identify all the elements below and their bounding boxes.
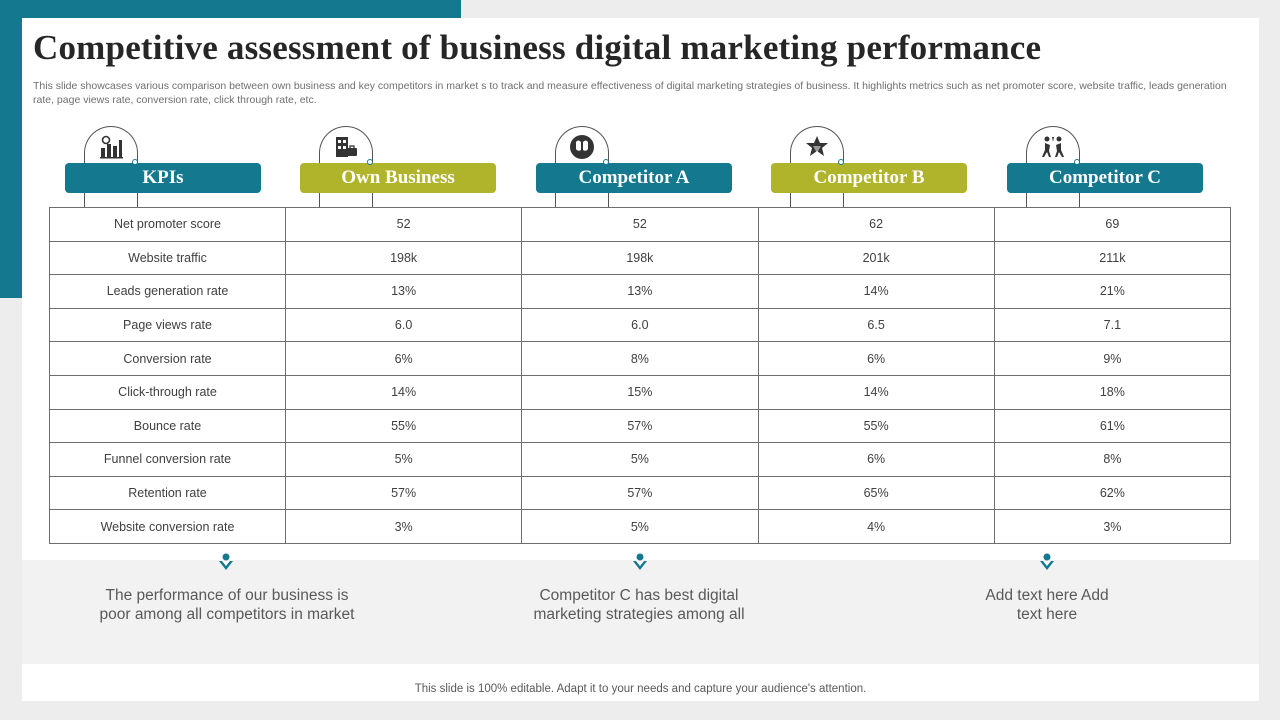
- office-building-icon: [336, 137, 357, 157]
- table-row: Leads generation rate 13% 13% 14% 21%: [49, 274, 1232, 309]
- column-header-kpis: KPIs: [65, 126, 261, 208]
- table-row: Bounce rate 55% 57% 55% 61%: [49, 408, 1232, 444]
- value-cell: 8%: [521, 341, 759, 376]
- notes-band: [22, 560, 1259, 664]
- value-cell: 62%: [993, 475, 1232, 511]
- column-header-competitor-a: Competitor A: [536, 126, 732, 208]
- value-cell: 21%: [993, 274, 1232, 309]
- page-title: Competitive assessment of business digit…: [33, 28, 1042, 67]
- value-cell: 201k: [757, 240, 995, 276]
- value-cell: 57%: [521, 408, 759, 444]
- value-cell: 6.0: [521, 307, 759, 343]
- note-2: Competitor C has best digital marketing …: [533, 587, 745, 623]
- value-cell: 13%: [521, 274, 759, 309]
- column-label-kpis: KPIs: [65, 163, 261, 193]
- value-cell: 3%: [284, 509, 523, 544]
- value-cell: 9%: [993, 341, 1232, 376]
- value-cell: 18%: [993, 374, 1232, 410]
- value-cell: 6.5: [757, 307, 995, 343]
- note-3: Add text here Add text here: [985, 587, 1109, 623]
- kpi-cell: Website traffic: [49, 240, 286, 276]
- value-cell: 6%: [757, 341, 995, 376]
- kpi-cell: Page views rate: [49, 307, 286, 343]
- chess-knight-icon: [570, 135, 594, 159]
- page-subtitle: This slide showcases various comparison …: [33, 80, 1227, 106]
- location-pin-icon: [1040, 553, 1054, 570]
- value-cell: 62: [757, 207, 995, 242]
- kpi-cell: Website conversion rate: [49, 509, 286, 544]
- location-pin-icon: [219, 553, 233, 570]
- value-cell: 198k: [521, 240, 759, 276]
- value-cell: 57%: [521, 475, 759, 511]
- comparison-table: Net promoter score 52 52 62 69 Website t…: [49, 207, 1232, 544]
- kpi-cell: Net promoter score: [49, 207, 286, 242]
- value-cell: 6%: [284, 341, 523, 376]
- kpi-cell: Click-through rate: [49, 374, 286, 410]
- table-row: Page views rate 6.0 6.0 6.5 7.1: [49, 307, 1232, 343]
- value-cell: 13%: [284, 274, 523, 309]
- value-cell: 6%: [757, 442, 995, 477]
- column-label-competitor-a: Competitor A: [536, 163, 732, 193]
- value-cell: 211k: [993, 240, 1232, 276]
- value-cell: 52: [521, 207, 759, 242]
- value-cell: 14%: [284, 374, 523, 410]
- star-badge-icon: [806, 136, 828, 156]
- value-cell: 3%: [993, 509, 1232, 544]
- kpi-cell: Retention rate: [49, 475, 286, 511]
- value-cell: 52: [284, 207, 523, 242]
- column-header-own-business: Own Business: [300, 126, 496, 208]
- value-cell: 61%: [993, 408, 1232, 444]
- table-row: Retention rate 57% 57% 65% 62%: [49, 475, 1232, 511]
- value-cell: 14%: [757, 274, 995, 309]
- table-row: Funnel conversion rate 5% 5% 6% 8%: [49, 442, 1232, 477]
- value-cell: 5%: [521, 442, 759, 477]
- value-cell: 14%: [757, 374, 995, 410]
- table-row: Click-through rate 14% 15% 14% 18%: [49, 374, 1232, 410]
- value-cell: 8%: [993, 442, 1232, 477]
- value-cell: 15%: [521, 374, 759, 410]
- competing-people-icon: [1042, 136, 1064, 157]
- value-cell: 65%: [757, 475, 995, 511]
- table-row: Website conversion rate 3% 5% 4% 3%: [49, 509, 1232, 544]
- table-row: Conversion rate 6% 8% 6% 9%: [49, 341, 1232, 376]
- value-cell: 6.0: [284, 307, 523, 343]
- column-header-competitor-b: Competitor B: [771, 126, 967, 208]
- kpi-cell: Bounce rate: [49, 408, 286, 444]
- bar-chart-icon: [100, 135, 123, 159]
- column-label-competitor-c: Competitor C: [1007, 163, 1203, 193]
- column-label-own-business: Own Business: [300, 163, 496, 193]
- column-header-competitor-c: Competitor C: [1007, 126, 1203, 208]
- value-cell: 55%: [757, 408, 995, 444]
- value-cell: 4%: [757, 509, 995, 544]
- value-cell: 57%: [284, 475, 523, 511]
- value-cell: 5%: [521, 509, 759, 544]
- value-cell: 198k: [284, 240, 523, 276]
- kpi-cell: Leads generation rate: [49, 274, 286, 309]
- value-cell: 7.1: [993, 307, 1232, 343]
- value-cell: 55%: [284, 408, 523, 444]
- footer-text: This slide is 100% editable. Adapt it to…: [414, 683, 867, 695]
- kpi-cell: Funnel conversion rate: [49, 442, 286, 477]
- table-row: Website traffic 198k 198k 201k 211k: [49, 240, 1232, 276]
- value-cell: 69: [993, 207, 1232, 242]
- location-pin-icon: [633, 553, 647, 570]
- note-1: The performance of our business is poor …: [99, 587, 355, 623]
- value-cell: 5%: [284, 442, 523, 477]
- column-label-competitor-b: Competitor B: [771, 163, 967, 193]
- kpi-cell: Conversion rate: [49, 341, 286, 376]
- table-row: Net promoter score 52 52 62 69: [49, 207, 1232, 242]
